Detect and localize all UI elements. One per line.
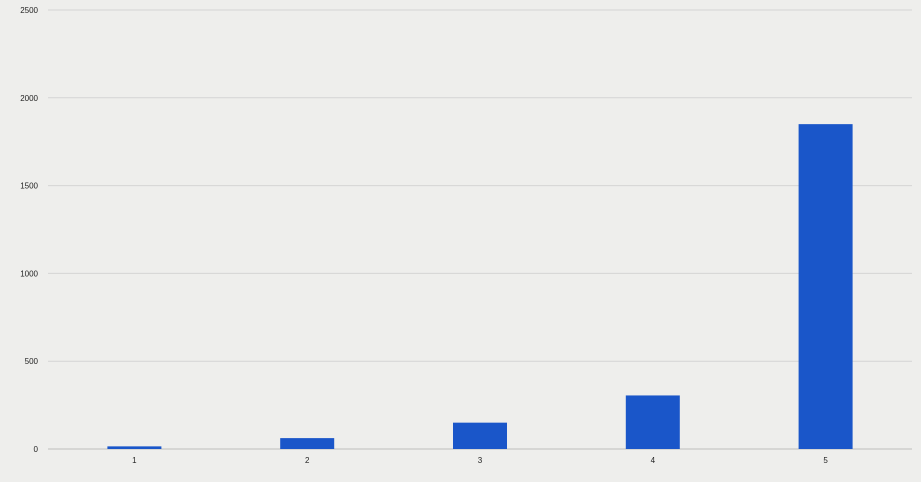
bars xyxy=(107,124,853,449)
y-tick-label: 1000 xyxy=(20,269,38,278)
y-tick-label: 1500 xyxy=(20,182,38,191)
bar-1 xyxy=(107,446,162,449)
x-tick-label: 2 xyxy=(305,456,310,465)
bar-5 xyxy=(798,124,853,449)
y-tick-label: 500 xyxy=(25,357,39,366)
gridlines xyxy=(48,9,912,450)
x-tick-label: 3 xyxy=(478,456,483,465)
x-tick-label: 4 xyxy=(651,456,656,465)
y-tick-label: 0 xyxy=(34,445,39,454)
y-axis-ticks: 0 500 1000 1500 2000 2500 xyxy=(20,6,38,454)
y-tick-label: 2000 xyxy=(20,94,38,103)
x-axis-ticks: 1 2 3 4 5 xyxy=(132,456,828,465)
x-tick-label: 5 xyxy=(823,456,828,465)
bar-4 xyxy=(625,395,680,449)
x-tick-label: 1 xyxy=(132,456,137,465)
bar-3 xyxy=(453,422,507,449)
bar-2 xyxy=(280,438,335,449)
y-tick-label: 2500 xyxy=(20,6,38,15)
